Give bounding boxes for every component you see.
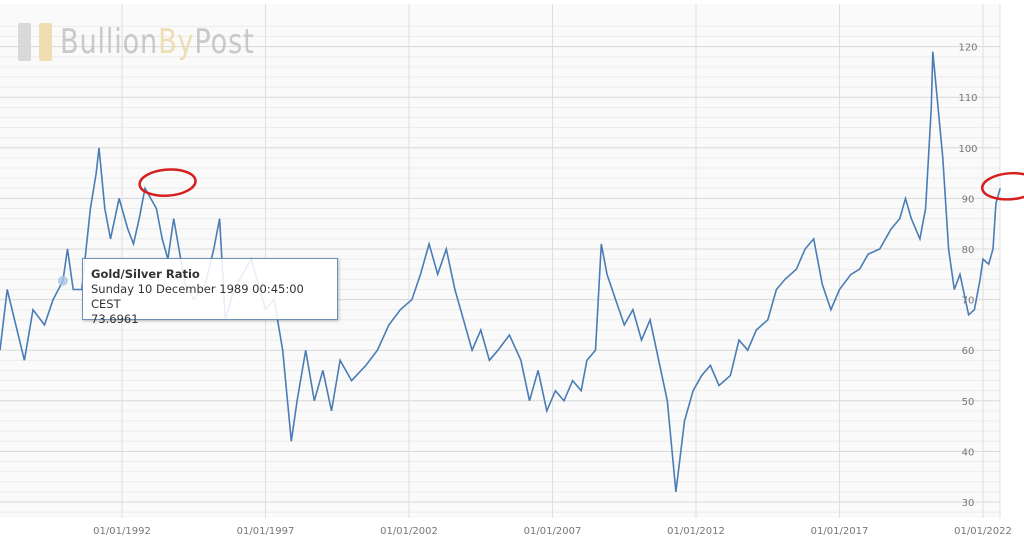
y-tick-label: 60 [962,346,975,357]
x-tick-label: 01/01/2002 [380,526,438,537]
x-tick-label: 01/01/1992 [93,526,151,537]
bullionbypost-logo: BullionByPost [18,22,303,62]
red-circle-annotation [138,168,197,198]
logo-gold-bar [39,23,52,61]
x-tick-label: 01/01/2017 [811,526,869,537]
x-tick-label: 01/01/2022 [954,526,1012,537]
series-line [0,51,1001,492]
red-circle-annotation [981,171,1024,201]
logo-text: BullionByPost [60,22,255,62]
x-tick-label: 01/01/1997 [237,526,295,537]
y-tick-label: 90 [962,194,975,205]
y-axis: 30 40 50 60 70 80 90 100 110 120 [958,43,977,509]
y-tick-label: 80 [962,245,975,256]
y-tick-label: 50 [962,397,975,408]
y-tick-label: 100 [958,144,977,155]
logo-silver-bar [18,23,31,61]
x-tick-label: 01/01/2007 [524,526,582,537]
y-tick-label: 70 [962,296,975,307]
y-tick-label: 40 [962,447,975,458]
y-tick-label: 30 [962,498,975,509]
x-tick-label: 01/01/2012 [667,526,725,537]
y-tick-label: 120 [958,43,977,54]
tooltip-value: 73.6961 [91,312,139,326]
tooltip-date: Sunday 10 December 1989 00:45:00 CEST [91,282,304,311]
x-axis: 01/01/1992 01/01/1997 01/01/2002 01/01/2007… [93,526,1012,537]
y-tick-label: 110 [958,93,977,104]
tooltip-series-name: Gold/Silver Ratio [91,267,200,281]
annotations [138,168,1024,201]
tooltip: Gold/Silver Ratio Sunday 10 December 198… [82,258,338,326]
hover-marker [57,275,68,286]
